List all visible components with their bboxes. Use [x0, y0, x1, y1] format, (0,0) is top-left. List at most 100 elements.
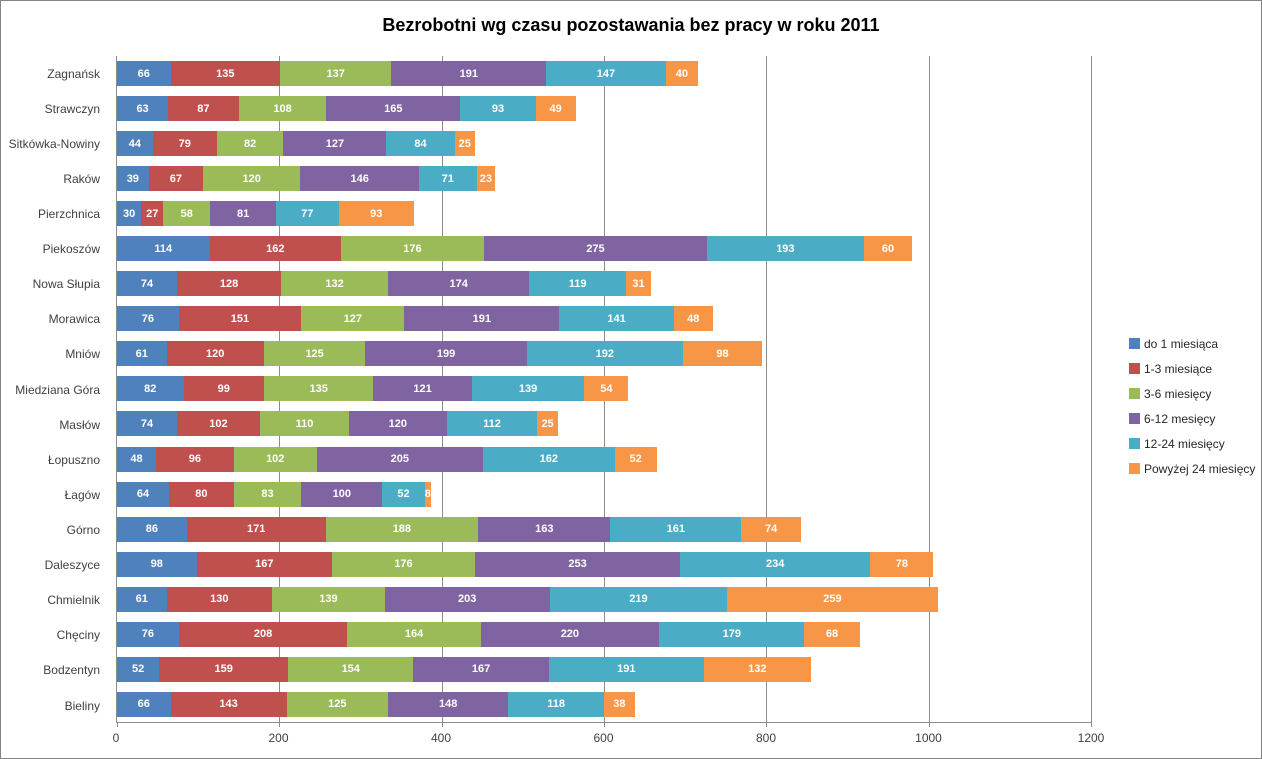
bar-segment[interactable]: 31	[625, 271, 652, 297]
bar-segment[interactable]: 8	[424, 481, 432, 507]
bar-segment[interactable]: 79	[152, 131, 217, 157]
bar-segment[interactable]: 112	[446, 411, 538, 437]
bar-segment[interactable]: 148	[388, 691, 509, 717]
bar-segment[interactable]: 143	[170, 691, 287, 717]
bar-segment[interactable]: 48	[673, 306, 713, 332]
bar-segment[interactable]: 128	[177, 271, 281, 297]
bar-segment[interactable]: 191	[391, 61, 547, 87]
bar-segment[interactable]: 220	[480, 621, 660, 647]
bar-segment[interactable]: 132	[280, 271, 389, 297]
bar-segment[interactable]: 167	[196, 551, 333, 577]
bar-segment[interactable]: 174	[388, 271, 530, 297]
bar-segment[interactable]: 176	[341, 236, 484, 262]
bar-segment[interactable]: 39	[117, 166, 149, 192]
bar-segment[interactable]: 205	[316, 446, 484, 472]
bar-segment[interactable]: 54	[584, 376, 629, 402]
bar-segment[interactable]: 165	[326, 96, 461, 122]
legend-item[interactable]: 6-12 mesięcy	[1129, 406, 1255, 431]
bar-segment[interactable]: 139	[471, 376, 585, 402]
bar-segment[interactable]: 108	[238, 96, 327, 122]
bar-segment[interactable]: 127	[283, 131, 387, 157]
bar-segment[interactable]: 98	[682, 341, 763, 367]
bar-segment[interactable]: 96	[155, 446, 234, 472]
bar-segment[interactable]: 84	[386, 131, 455, 157]
bar-segment[interactable]: 93	[460, 96, 536, 122]
bar-segment[interactable]: 71	[418, 166, 477, 192]
bar-segment[interactable]: 125	[286, 691, 389, 717]
bar-segment[interactable]: 275	[483, 236, 708, 262]
bar-segment[interactable]: 219	[549, 586, 728, 612]
bar-segment[interactable]: 199	[365, 341, 527, 367]
bar-segment[interactable]: 98	[117, 551, 197, 577]
bar-segment[interactable]: 66	[117, 61, 171, 87]
bar-segment[interactable]: 99	[183, 376, 264, 402]
bar-segment[interactable]: 161	[610, 516, 742, 542]
bar-segment[interactable]: 146	[300, 166, 419, 192]
bar-segment[interactable]: 76	[117, 306, 179, 332]
bar-segment[interactable]: 139	[272, 586, 385, 612]
bar-segment[interactable]: 119	[529, 271, 626, 297]
bar-segment[interactable]: 162	[209, 236, 341, 262]
bar-segment[interactable]: 151	[178, 306, 302, 332]
bar-segment[interactable]: 61	[117, 586, 167, 612]
bar-segment[interactable]: 25	[454, 131, 475, 157]
bar-segment[interactable]: 188	[325, 516, 479, 542]
legend-item[interactable]: Powyżej 24 miesięcy	[1129, 456, 1255, 481]
legend-item[interactable]: 12-24 miesięcy	[1129, 431, 1255, 456]
bar-segment[interactable]: 132	[703, 656, 811, 682]
bar-segment[interactable]: 163	[478, 516, 611, 542]
bar-segment[interactable]: 191	[404, 306, 560, 332]
bar-segment[interactable]: 86	[117, 516, 187, 542]
bar-segment[interactable]: 135	[170, 61, 281, 87]
bar-segment[interactable]: 120	[203, 166, 301, 192]
bar-segment[interactable]: 87	[168, 96, 239, 122]
bar-segment[interactable]: 58	[163, 201, 211, 227]
bar-segment[interactable]: 208	[178, 621, 348, 647]
bar-segment[interactable]: 100	[301, 481, 383, 507]
bar-segment[interactable]: 30	[117, 201, 142, 227]
bar-segment[interactable]: 191	[548, 656, 704, 682]
bar-segment[interactable]: 63	[117, 96, 169, 122]
bar-segment[interactable]: 60	[863, 236, 913, 262]
bar-segment[interactable]: 102	[233, 446, 317, 472]
bar-segment[interactable]: 74	[117, 411, 178, 437]
bar-segment[interactable]: 176	[332, 551, 475, 577]
bar-segment[interactable]: 154	[288, 656, 414, 682]
bar-segment[interactable]: 179	[659, 621, 805, 647]
bar-segment[interactable]: 48	[117, 446, 156, 472]
bar-segment[interactable]: 64	[117, 481, 169, 507]
bar-segment[interactable]: 135	[263, 376, 374, 402]
bar-segment[interactable]: 130	[166, 586, 273, 612]
bar-segment[interactable]: 83	[233, 481, 302, 507]
bar-segment[interactable]: 81	[210, 201, 277, 227]
bar-segment[interactable]: 77	[276, 201, 339, 227]
bar-segment[interactable]: 52	[117, 656, 160, 682]
bar-segment[interactable]: 259	[727, 586, 938, 612]
bar-segment[interactable]: 38	[603, 691, 635, 717]
bar-segment[interactable]: 68	[804, 621, 860, 647]
bar-segment[interactable]: 203	[384, 586, 550, 612]
bar-segment[interactable]: 102	[177, 411, 260, 437]
bar-segment[interactable]: 141	[559, 306, 674, 332]
bar-segment[interactable]: 253	[474, 551, 681, 577]
bar-segment[interactable]: 27	[141, 201, 164, 227]
bar-segment[interactable]: 162	[483, 446, 615, 472]
legend-item[interactable]: 1-3 miesiące	[1129, 356, 1255, 381]
legend-item[interactable]: 3-6 miesięcy	[1129, 381, 1255, 406]
bar-segment[interactable]: 147	[546, 61, 666, 87]
bar-segment[interactable]: 49	[535, 96, 576, 122]
bar-segment[interactable]: 82	[117, 376, 184, 402]
bar-segment[interactable]: 23	[476, 166, 496, 192]
bar-segment[interactable]: 127	[301, 306, 405, 332]
bar-segment[interactable]: 52	[614, 446, 657, 472]
bar-segment[interactable]: 234	[680, 551, 871, 577]
bar-segment[interactable]: 192	[526, 341, 683, 367]
bar-segment[interactable]: 114	[117, 236, 210, 262]
bar-segment[interactable]: 74	[741, 516, 802, 542]
bar-segment[interactable]: 121	[373, 376, 472, 402]
bar-segment[interactable]: 40	[665, 61, 699, 87]
bar-segment[interactable]: 74	[117, 271, 178, 297]
bar-segment[interactable]: 110	[259, 411, 350, 437]
bar-segment[interactable]: 167	[413, 656, 549, 682]
legend-item[interactable]: do 1 miesiąca	[1129, 331, 1255, 356]
